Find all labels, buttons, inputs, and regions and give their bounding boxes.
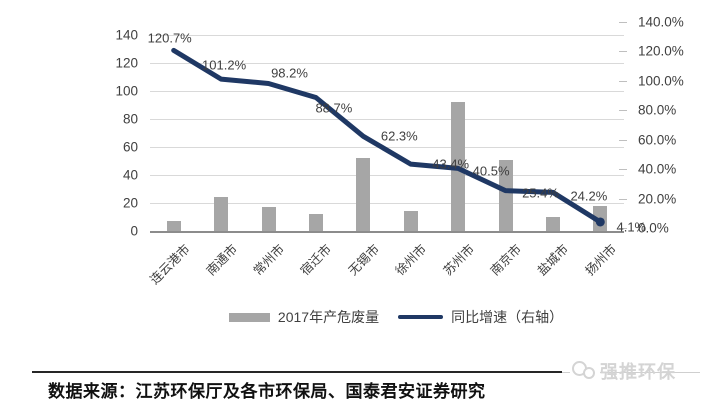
right-axis-tick-label: 0.0%: [638, 220, 669, 236]
legend-item-line: 同比增速（右轴）: [398, 307, 563, 327]
data-source-text: 数据来源：江苏环保厅及各市环保局、国泰君安证券研究: [48, 382, 486, 401]
right-axis-tick: [619, 228, 627, 229]
bar-swatch-icon: [228, 312, 270, 322]
footer-divider: [32, 371, 562, 373]
watermark: 强推环保: [570, 355, 676, 387]
y-axis-tick-label: 120: [115, 55, 138, 71]
y-axis-tick-label: 80: [122, 111, 138, 127]
right-axis-tick-label: 60.0%: [638, 132, 677, 148]
bar-常州市: [261, 207, 276, 231]
bar-连云港市: [166, 221, 181, 231]
right-axis-tick: [619, 51, 627, 53]
x-axis-label: 徐州市: [393, 241, 430, 279]
gridline: [150, 175, 624, 176]
right-axis-tick: [619, 110, 627, 112]
line-point-label: 101.2%: [202, 57, 247, 73]
x-axis-line: [150, 231, 624, 233]
line-point-label: 62.3%: [380, 128, 418, 144]
chart-legend: 2017年产危废量 同比增速（右轴）: [0, 307, 722, 327]
legend-label-line: 同比增速（右轴）: [451, 309, 564, 325]
x-axis-label: 盐城市: [535, 241, 572, 279]
gridline: [150, 91, 624, 92]
footer-divider-light: [562, 372, 700, 373]
gridline: [150, 35, 624, 36]
y-axis-tick-label: 20: [122, 195, 138, 211]
right-axis-tick-label: 20.0%: [638, 191, 677, 207]
y-axis-tick-label: 100: [115, 83, 138, 99]
y-axis-tick-label: 140: [115, 27, 138, 43]
x-axis-label: 南京市: [487, 241, 525, 279]
right-axis-tick-label: 40.0%: [638, 161, 677, 177]
right-axis-tick: [619, 169, 627, 171]
x-axis-label: 连云港市: [147, 241, 193, 288]
right-axis-tick: [619, 139, 627, 141]
legend-item-bars: 2017年产危废量: [228, 307, 380, 327]
gridline: [150, 119, 624, 120]
bar-南通市: [214, 197, 229, 231]
right-axis-tick-label: 140.0%: [638, 14, 684, 30]
right-axis-tick: [619, 198, 627, 200]
right-axis-tick-label: 80.0%: [638, 102, 677, 118]
y-axis-tick-label: 0: [130, 223, 138, 239]
right-axis-tick-label: 120.0%: [638, 43, 684, 59]
line-point-label: 24.2%: [570, 188, 608, 204]
x-axis-label: 宿迁市: [298, 241, 335, 279]
x-axis-label: 扬州市: [582, 241, 620, 279]
line-swatch-icon: [398, 315, 444, 319]
line-point-label: 40.5%: [472, 163, 510, 179]
y-axis-tick-label: 60: [122, 139, 138, 155]
line-point-label: 43.4%: [432, 156, 470, 172]
line-point-label: 4.1%: [616, 219, 647, 235]
line-point-label: 98.2%: [271, 65, 308, 80]
y-axis-tick-label: 40: [122, 167, 138, 183]
right-axis-tick-label: 100.0%: [638, 73, 684, 89]
x-axis-label: 苏州市: [440, 241, 477, 279]
x-axis-label: 常州市: [250, 241, 288, 279]
x-axis-label: 南通市: [203, 241, 240, 279]
right-axis-tick: [619, 22, 627, 23]
gridline: [150, 147, 624, 148]
line-point-label: 25.4%: [522, 185, 559, 201]
right-axis-tick: [619, 80, 627, 82]
watermark-logo-icon: [570, 358, 600, 384]
bar-盐城市: [545, 217, 560, 231]
bar-扬州市: [593, 205, 608, 231]
watermark-text: 强推环保: [600, 362, 676, 382]
bar-无锡市: [356, 158, 371, 231]
bar-宿迁市: [308, 214, 323, 231]
bar-徐州市: [403, 211, 418, 231]
legend-label-bars: 2017年产危废量: [277, 309, 380, 325]
line-point-label: 88.7%: [315, 100, 353, 115]
x-axis-label: 无锡市: [345, 241, 383, 279]
line-point-label: 120.7%: [147, 30, 192, 46]
